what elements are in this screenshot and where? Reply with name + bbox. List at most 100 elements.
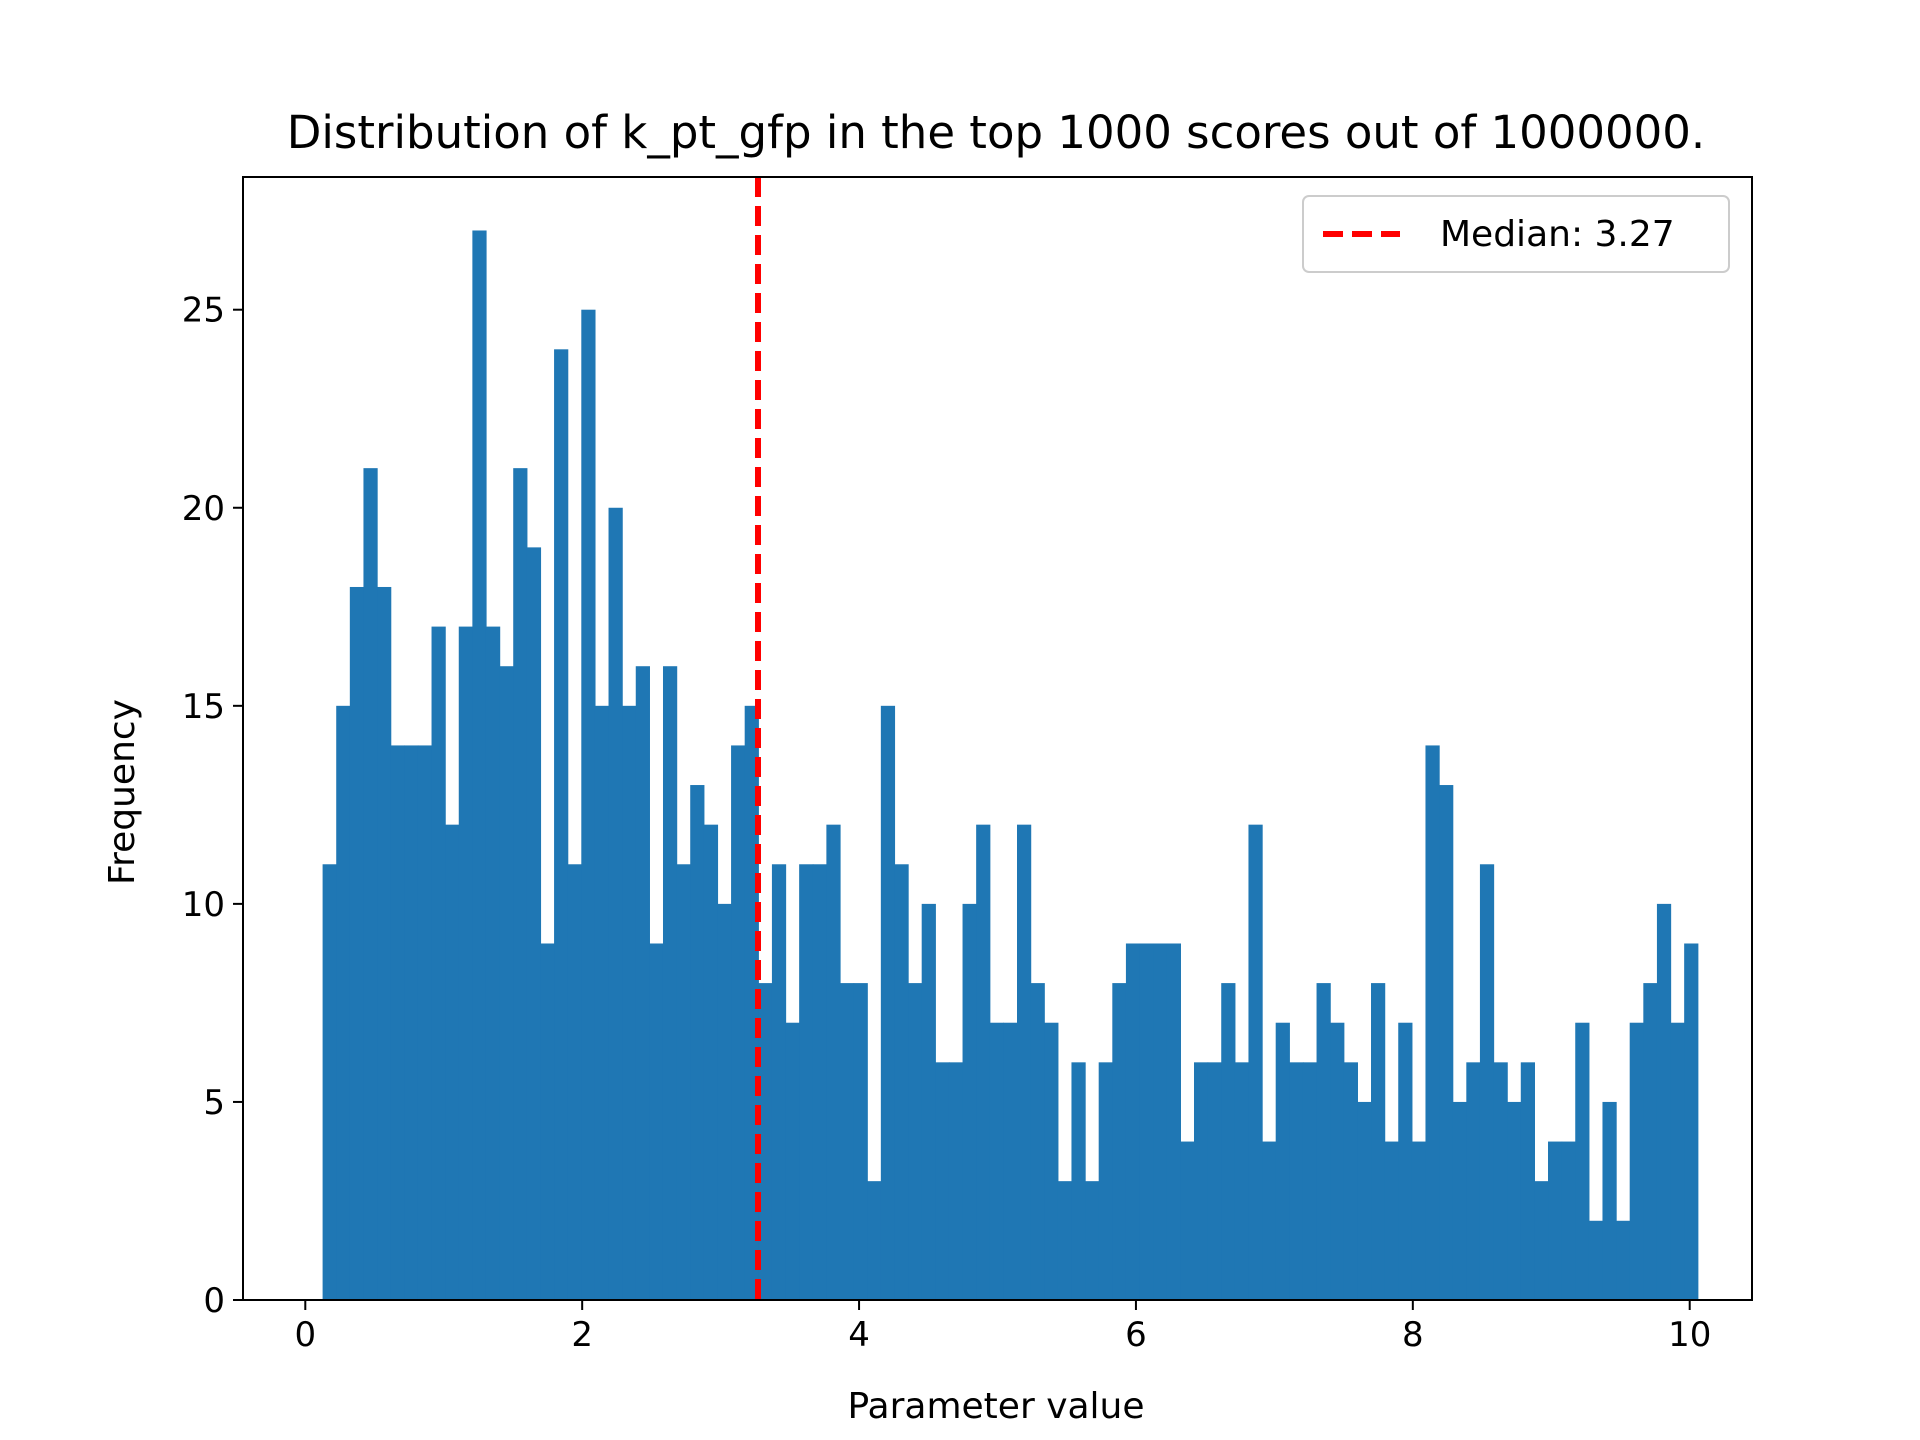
histogram-bar (1629, 1022, 1644, 1300)
histogram-bar (404, 745, 419, 1300)
x-tick-label: 10 (1668, 1315, 1711, 1355)
histogram-bar (1507, 1101, 1522, 1300)
histogram-bar (1194, 1062, 1209, 1300)
histogram-bar (1017, 824, 1032, 1300)
histogram-bar (1411, 1141, 1427, 1300)
histogram-bar (908, 983, 923, 1300)
y-axis-ticks: 0 5 10 15 20 25 (182, 291, 243, 1321)
histogram-bar (349, 586, 365, 1300)
histogram-bar (1044, 1022, 1059, 1300)
histogram-bar (417, 745, 433, 1300)
histogram-bar (1384, 1141, 1399, 1300)
histogram-bar (1398, 1022, 1413, 1300)
histogram-bar (581, 309, 596, 1300)
histogram-bar (799, 864, 814, 1300)
histogram-bar (935, 1062, 950, 1300)
x-tick-label: 6 (1125, 1315, 1147, 1355)
chart-title: Distribution of k_pt_gfp in the top 1000… (287, 106, 1705, 159)
histogram-bar (1289, 1062, 1304, 1300)
histogram-bar (853, 983, 868, 1300)
histogram-bar (1275, 1022, 1290, 1300)
histogram-bar (1452, 1101, 1467, 1300)
histogram-bar (1057, 1181, 1073, 1300)
histogram-bar (513, 468, 528, 1300)
histogram-bar (567, 864, 582, 1300)
histogram-bar (363, 468, 378, 1300)
y-tick-label: 20 (182, 489, 225, 529)
histogram-bar (1425, 745, 1440, 1300)
histogram-bar (635, 666, 650, 1300)
histogram-bar (826, 824, 841, 1300)
x-tick-label: 0 (294, 1315, 316, 1355)
histogram-bar (1180, 1141, 1195, 1300)
histogram-bar (1030, 983, 1045, 1300)
histogram-bar (1343, 1062, 1358, 1300)
histogram-bar (662, 666, 678, 1300)
histogram-bar (717, 903, 732, 1300)
histogram-bar (390, 745, 405, 1300)
histogram-bar (336, 705, 351, 1300)
histogram-bar (1071, 1062, 1086, 1300)
histogram-bar (1588, 1220, 1604, 1300)
x-tick-label: 8 (1402, 1315, 1424, 1355)
histogram-bar (458, 626, 473, 1300)
histogram-bar (1098, 1062, 1113, 1300)
histogram-bar (1085, 1181, 1100, 1300)
histogram-bar (840, 983, 855, 1300)
histogram-bar (445, 824, 460, 1300)
legend-box (1302, 195, 1730, 273)
histogram-bar (812, 864, 827, 1300)
y-tick-label: 10 (182, 885, 225, 925)
histogram-bar (526, 547, 542, 1300)
histogram-bar (1548, 1141, 1563, 1300)
histogram-bar (1166, 943, 1181, 1300)
y-axis-label: Frequency (102, 699, 143, 885)
x-tick-label: 4 (848, 1315, 870, 1355)
y-tick-label: 0 (203, 1281, 225, 1321)
histogram-bars (322, 230, 1699, 1301)
histogram-bar (1221, 983, 1236, 1300)
y-tick-label: 15 (182, 687, 225, 727)
histogram-bar (1561, 1141, 1576, 1300)
histogram-bar (731, 745, 746, 1300)
histogram-bar (690, 785, 705, 1300)
histogram-bar (948, 1062, 964, 1300)
histogram-bar (1534, 1181, 1549, 1300)
x-tick-label: 2 (571, 1315, 593, 1355)
histogram-bar (1684, 943, 1699, 1300)
histogram-bar (1602, 1101, 1617, 1300)
histogram-bar (1112, 983, 1127, 1300)
histogram-bar (989, 1022, 1004, 1300)
histogram-bar (1643, 983, 1658, 1300)
histogram-bar (921, 903, 936, 1300)
histogram-bar (1153, 943, 1168, 1300)
histogram-bar (1207, 1062, 1222, 1300)
histogram-bar (785, 1022, 800, 1300)
histogram-bar (377, 586, 392, 1300)
x-axis-ticks: 0 2 4 6 8 10 (294, 1300, 1711, 1355)
histogram-bar (540, 943, 555, 1300)
histogram-bar (894, 864, 909, 1300)
histogram-bar (1520, 1062, 1535, 1300)
y-tick-label: 25 (182, 291, 225, 331)
histogram-bar (472, 230, 487, 1301)
histogram-bar (771, 864, 787, 1300)
histogram-bar (676, 864, 691, 1300)
histogram-bar (703, 824, 719, 1300)
histogram-bar (758, 983, 773, 1300)
histogram-bar (1656, 903, 1672, 1300)
histogram-bar (1439, 785, 1454, 1300)
histogram-bar (976, 824, 991, 1300)
histogram-bar (649, 943, 664, 1300)
histogram-bar (1316, 983, 1331, 1300)
histogram-bar (608, 507, 623, 1300)
histogram-bar (1003, 1022, 1018, 1300)
histogram-bar (322, 864, 337, 1300)
histogram-bar (1575, 1022, 1590, 1300)
histogram-bar (1248, 824, 1263, 1300)
x-axis-label: Parameter value (847, 1386, 1144, 1427)
histogram-bar (622, 705, 637, 1300)
histogram-bar (1139, 943, 1154, 1300)
histogram-bar (962, 903, 977, 1300)
